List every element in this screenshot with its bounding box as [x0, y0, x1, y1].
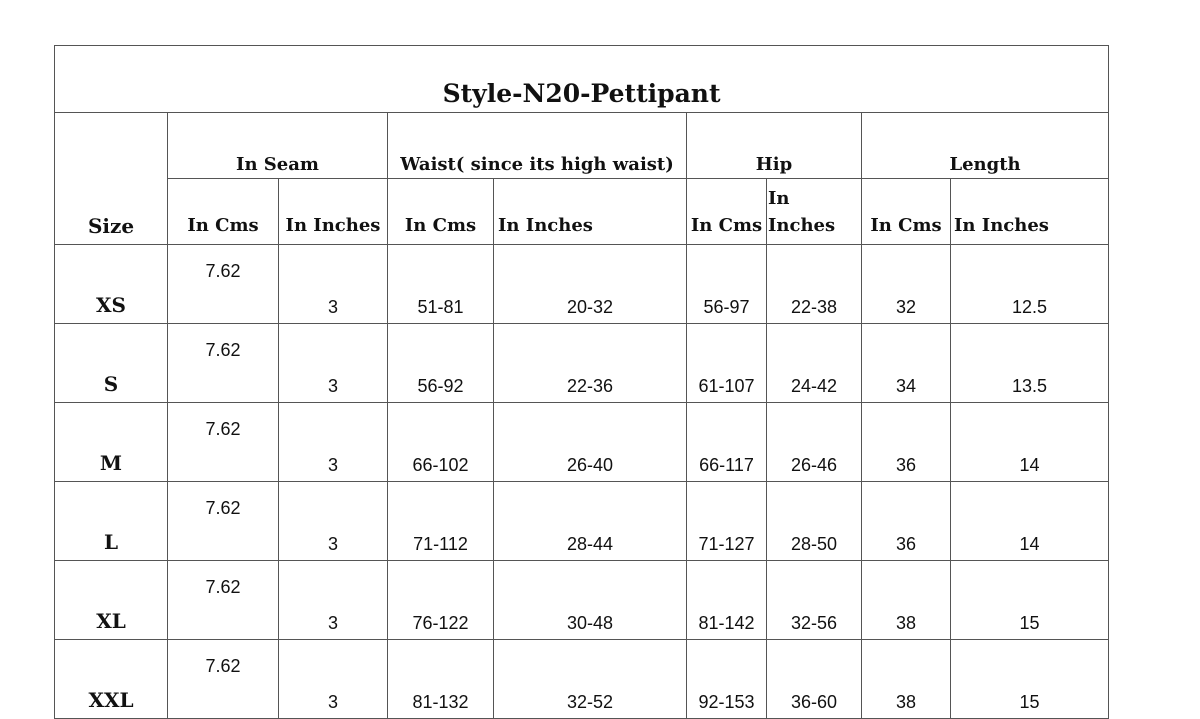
- sub-header: In Cms: [686, 178, 767, 245]
- value-cell: 36: [861, 402, 951, 482]
- value-cell: 66-102: [387, 402, 494, 482]
- value-cell: 30-48: [493, 560, 687, 640]
- size-cell: M: [54, 402, 168, 482]
- value-cell: 38: [861, 560, 951, 640]
- value-cell: 36: [861, 481, 951, 561]
- value-cell: 28-50: [766, 481, 862, 561]
- value-cell: 7.62: [167, 323, 279, 403]
- value-cell: 61-107: [686, 323, 767, 403]
- value-cell: 3: [278, 560, 388, 640]
- value-cell: 22-38: [766, 244, 862, 324]
- value-cell: 28-44: [493, 481, 687, 561]
- value-cell: 34: [861, 323, 951, 403]
- group-header-waist: Waist( since its high waist): [387, 112, 687, 179]
- sub-header: In Inches: [493, 178, 687, 245]
- table-row: M 7.62 3 66-102 26-40 66-117 26-46 36 14: [54, 402, 1110, 482]
- value-cell: 32-56: [766, 560, 862, 640]
- sub-header: In Inches: [278, 178, 388, 245]
- size-cell: XL: [54, 560, 168, 640]
- value-cell: 3: [278, 639, 388, 719]
- sub-header: In Cms: [861, 178, 951, 245]
- size-header: Size: [54, 112, 168, 245]
- table-row: L 7.62 3 71-112 28-44 71-127 28-50 36 14: [54, 481, 1110, 561]
- value-cell: 26-40: [493, 402, 687, 482]
- value-cell: 92-153: [686, 639, 767, 719]
- sub-header: In Inches: [949, 178, 1110, 245]
- table-row: XXL 7.62 3 81-132 32-52 92-153 36-60 38 15: [54, 639, 1110, 719]
- value-cell: 15: [949, 639, 1110, 719]
- value-cell: 66-117: [686, 402, 767, 482]
- size-cell: S: [54, 323, 168, 403]
- value-cell: 76-122: [387, 560, 494, 640]
- value-cell: 56-92: [387, 323, 494, 403]
- value-cell: 81-132: [387, 639, 494, 719]
- value-cell: 3: [278, 481, 388, 561]
- value-cell: 32: [861, 244, 951, 324]
- value-cell: 7.62: [167, 481, 279, 561]
- value-cell: 36-60: [766, 639, 862, 719]
- value-cell: 14: [949, 402, 1110, 482]
- value-cell: 3: [278, 323, 388, 403]
- value-cell: 71-127: [686, 481, 767, 561]
- value-cell: 15: [949, 560, 1110, 640]
- sub-header: In Cms: [387, 178, 494, 245]
- sub-header: In Inches: [766, 178, 862, 245]
- size-cell: XS: [54, 244, 168, 324]
- value-cell: 7.62: [167, 560, 279, 640]
- value-cell: 7.62: [167, 402, 279, 482]
- size-cell: L: [54, 481, 168, 561]
- value-cell: 56-97: [686, 244, 767, 324]
- value-cell: 20-32: [493, 244, 687, 324]
- value-cell: 26-46: [766, 402, 862, 482]
- size-cell: XXL: [54, 639, 168, 719]
- value-cell: 12.5: [949, 244, 1110, 324]
- value-cell: 13.5: [949, 323, 1110, 403]
- value-cell: 7.62: [167, 244, 279, 324]
- table-row: S 7.62 3 56-92 22-36 61-107 24-42 34 13.5: [54, 323, 1110, 403]
- table-row: XL 7.62 3 76-122 30-48 81-142 32-56 38 15: [54, 560, 1110, 640]
- value-cell: 14: [949, 481, 1110, 561]
- value-cell: 22-36: [493, 323, 687, 403]
- value-cell: 3: [278, 402, 388, 482]
- value-cell: 51-81: [387, 244, 494, 324]
- group-header-length: Length: [860, 112, 1110, 179]
- table-title: Style-N20-Pettipant: [53, 45, 1110, 113]
- group-header-inseam: In Seam: [167, 112, 388, 179]
- table-row: XS 7.62 3 51-81 20-32 56-97 22-38 32 12.5: [54, 244, 1110, 324]
- value-cell: 38: [861, 639, 951, 719]
- value-cell: 3: [278, 244, 388, 324]
- sub-header: In Cms: [167, 178, 279, 245]
- value-cell: 71-112: [387, 481, 494, 561]
- value-cell: 32-52: [493, 639, 687, 719]
- value-cell: 81-142: [686, 560, 767, 640]
- group-header-hip: Hip: [686, 112, 862, 179]
- value-cell: 7.62: [167, 639, 279, 719]
- value-cell: 24-42: [766, 323, 862, 403]
- size-chart-table: Style-N20-Pettipant Size In Seam Waist( …: [53, 45, 1110, 719]
